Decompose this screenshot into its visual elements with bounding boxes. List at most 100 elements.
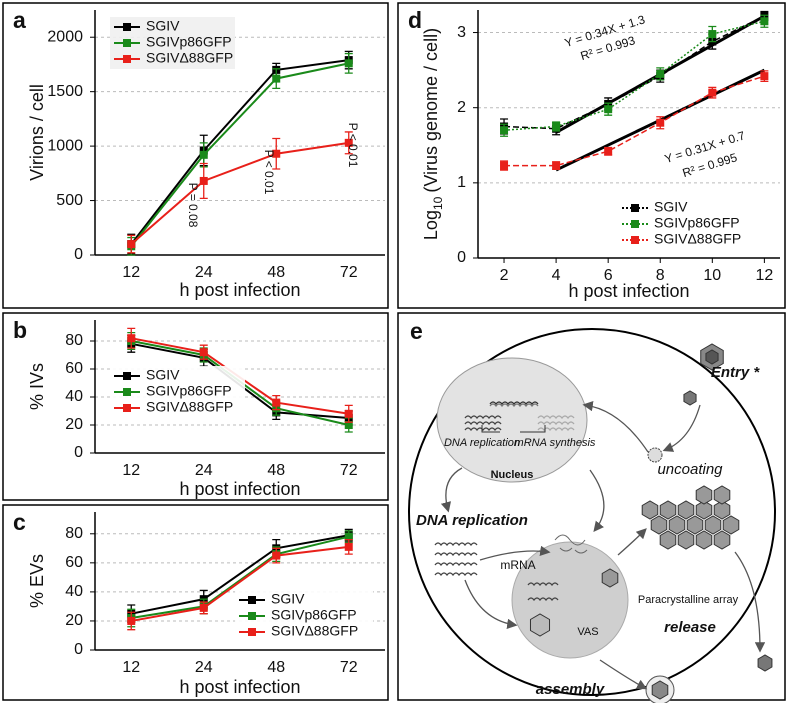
x-tick-label: 12: [122, 462, 140, 479]
bracket: [481, 425, 546, 433]
label: Nucleus: [491, 469, 534, 481]
legend-label: SGIVp86GFP: [146, 383, 232, 399]
legend-label: SGIVp86GFP: [146, 34, 232, 50]
array-virion: [713, 530, 731, 550]
legend-label: SGIVΔ88GFP: [146, 399, 233, 415]
y-tick-label: 3: [457, 24, 466, 41]
series-line: [503, 20, 765, 131]
array-virion: [659, 530, 677, 550]
x-axis-label: h post infection: [179, 677, 300, 697]
y-tick-label: 2: [457, 99, 466, 116]
legend-label: SGIV: [146, 367, 180, 383]
marker: [708, 30, 717, 39]
array-virion: [668, 515, 686, 535]
y-axis-label: % EVs: [27, 554, 47, 608]
marker: [272, 551, 281, 560]
marker: [127, 616, 136, 625]
x-tick-label: 8: [656, 267, 665, 284]
label: mRNA synthesis: [515, 437, 596, 449]
panel-label: e: [410, 318, 423, 344]
x-tick-label: 12: [755, 267, 773, 284]
mrna-strand: [537, 415, 575, 420]
arrow: [589, 469, 605, 533]
arrow: [479, 545, 551, 561]
annotation: P < 0.01: [346, 123, 360, 168]
y-axis-label-part: (Virus genome / cell): [421, 28, 441, 193]
virion: [757, 654, 773, 672]
marker: [344, 532, 353, 541]
y-tick-label: 20: [65, 416, 83, 433]
marker: [199, 603, 208, 612]
y-tick-label: 0: [74, 444, 83, 461]
marker: [656, 69, 665, 78]
annotation: P < 0.01: [262, 150, 276, 195]
series-line: [504, 15, 765, 130]
legend-swatch: [248, 628, 256, 636]
legend-label: SGIVΔ88GFP: [271, 623, 358, 639]
mrna-strand: [537, 427, 575, 432]
dna: [464, 421, 502, 426]
marker: [656, 118, 665, 127]
virion: [529, 613, 551, 637]
array-virion: [686, 515, 704, 535]
marker: [344, 421, 353, 429]
marker: [199, 176, 208, 185]
series-line: [131, 545, 349, 622]
marker: [500, 126, 509, 135]
arrow: [734, 551, 766, 653]
x-tick-label: 12: [122, 659, 140, 676]
dna: [434, 552, 478, 557]
x-tick-label: 72: [340, 659, 358, 676]
label: DNA replication: [444, 437, 520, 449]
panel-frame: [2, 312, 389, 501]
panel-frame: [397, 312, 786, 701]
x-tick-label: 48: [267, 462, 285, 479]
annotation: P = 0.08: [186, 183, 200, 228]
y-tick-label: 80: [65, 525, 83, 542]
label: VAS: [577, 626, 598, 638]
virion-core: [705, 349, 719, 365]
x-tick-label: 24: [195, 659, 213, 676]
y-axis-label-part: Log: [421, 210, 441, 240]
marker: [272, 398, 281, 407]
marker: [127, 334, 136, 343]
marker: [552, 161, 561, 170]
legend-swatch: [123, 404, 131, 412]
marker: [272, 74, 281, 83]
y-tick-label: 60: [65, 554, 83, 571]
diagram: [408, 328, 776, 703]
x-axis-label: h post infection: [179, 280, 300, 300]
y-tick-label: 0: [74, 246, 83, 263]
y-axis-label: % IVs: [27, 363, 47, 410]
legend-swatch: [123, 39, 131, 47]
legend-swatch: [123, 388, 131, 396]
x-tick-label: 6: [604, 267, 613, 284]
y-axis-label-part: 10: [431, 196, 445, 210]
y-tick-label: 1000: [47, 137, 83, 154]
legend-label: SGIVp86GFP: [654, 215, 740, 231]
arrow: [582, 400, 649, 453]
label: release: [664, 619, 716, 636]
legend-swatch: [123, 55, 131, 63]
series-line: [131, 535, 349, 620]
y-axis-label: Virions / cell: [27, 84, 47, 181]
legend-label: SGIV: [654, 199, 688, 215]
array-virion: [677, 530, 695, 550]
arrow: [617, 528, 647, 556]
array-virion: [722, 515, 740, 535]
y-tick-label: 500: [56, 192, 83, 209]
cell: [408, 328, 776, 696]
marker: [344, 59, 353, 68]
x-tick-label: 12: [122, 264, 140, 281]
marker: [199, 348, 208, 357]
legend-swatch: [248, 596, 256, 604]
legend-swatch: [631, 204, 639, 212]
marker: [760, 72, 769, 81]
marker: [272, 149, 281, 158]
y-tick-label: 40: [65, 583, 83, 600]
x-tick-label: 2: [500, 267, 509, 284]
dna: [527, 582, 559, 587]
marker: [199, 150, 208, 159]
legend-swatch: [631, 236, 639, 244]
uncoating-blob: [647, 447, 663, 463]
